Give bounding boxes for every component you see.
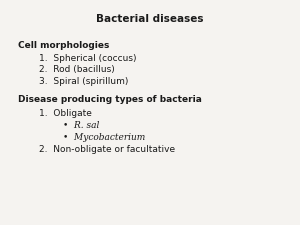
Text: Disease producing types of bacteria: Disease producing types of bacteria: [18, 94, 202, 104]
Text: 3.  Spiral (spirillum): 3. Spiral (spirillum): [39, 76, 128, 86]
Text: 2.  Non-obligate or facultative: 2. Non-obligate or facultative: [39, 145, 175, 154]
Text: Cell morphologies: Cell morphologies: [18, 40, 110, 50]
Text: •  R. sal: • R. sal: [63, 121, 99, 130]
Text: 1.  Spherical (coccus): 1. Spherical (coccus): [39, 54, 136, 63]
Text: 2.  Rod (bacillus): 2. Rod (bacillus): [39, 65, 115, 74]
Text: •  Mycobacterium: • Mycobacterium: [63, 133, 145, 142]
Text: Bacterial diseases: Bacterial diseases: [96, 14, 204, 23]
Text: 1.  Obligate: 1. Obligate: [39, 109, 92, 118]
